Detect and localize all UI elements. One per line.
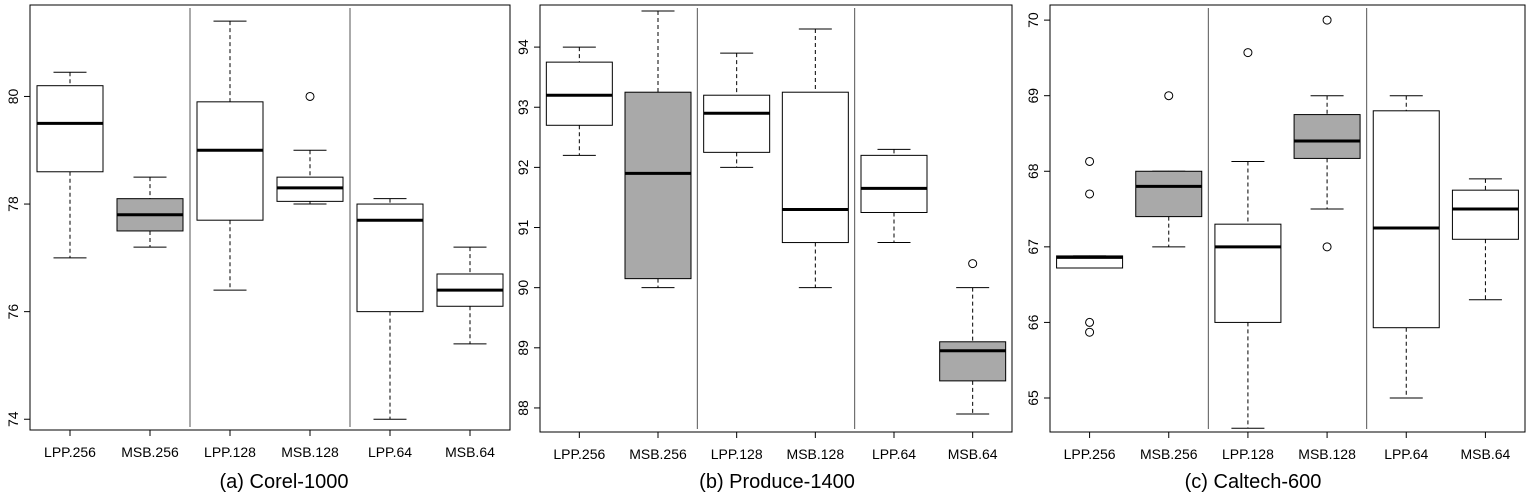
- box-iqr: [545, 61, 613, 126]
- box-iqr: [36, 85, 104, 173]
- x-tick-label: LPP.64: [368, 444, 412, 460]
- x-tick-label: MSB.128: [1298, 446, 1356, 462]
- y-tick-label: 76: [5, 304, 21, 320]
- box-lpp-256: [545, 46, 613, 156]
- y-tick-label: 80: [5, 88, 21, 104]
- box-iqr: [703, 94, 771, 153]
- x-tick-label: LPP.64: [872, 446, 916, 462]
- outlier-point: [1085, 327, 1095, 337]
- x-tick-label: LPP.256: [44, 444, 96, 460]
- box-iqr: [781, 91, 849, 244]
- x-tick-label: LPP.128: [1222, 446, 1274, 462]
- box-lpp-256: [1056, 156, 1124, 337]
- outlier-point: [305, 91, 315, 101]
- plot-frame: [29, 4, 511, 431]
- box-lpp-64: [356, 198, 424, 420]
- box-iqr: [624, 91, 692, 280]
- box-iqr: [196, 101, 264, 221]
- outlier-point: [1322, 242, 1332, 252]
- y-tick-label: 92: [515, 159, 531, 175]
- box-lpp-256: [36, 71, 104, 259]
- outlier-point: [1085, 189, 1095, 199]
- box-iqr: [939, 341, 1007, 382]
- outlier-point: [1085, 317, 1095, 327]
- x-tick-label: MSB.256: [629, 446, 687, 462]
- y-tick-label: 65: [1025, 390, 1041, 406]
- y-tick-label: 70: [1025, 12, 1041, 28]
- y-tick-label: 67: [1025, 239, 1041, 255]
- panel-produce-1400: 88 89 90 91 92 93 94 LPP.256 MSB.256 LPP.128 MSB.1…: [515, 4, 1013, 493]
- x-tick-label: MSB.64: [1461, 446, 1511, 462]
- box-msb-64: [436, 246, 504, 345]
- y-tick-label: 93: [515, 99, 531, 115]
- box-iqr: [1056, 255, 1124, 269]
- panel-caption: (a) Corel-1000: [220, 471, 349, 493]
- box-msb-128: [276, 91, 344, 205]
- y-tick-label: 74: [5, 411, 21, 427]
- box-msb-256: [116, 176, 184, 248]
- box-msb-256: [624, 10, 692, 289]
- box-lpp-128: [1214, 48, 1282, 429]
- x-tick-label: MSB.64: [445, 444, 495, 460]
- x-tick-label: MSB.128: [281, 444, 339, 460]
- x-tick-label: MSB.256: [1140, 446, 1198, 462]
- box-iqr: [1135, 170, 1203, 218]
- box-msb-64: [1451, 178, 1519, 301]
- box-msb-64: [939, 259, 1007, 415]
- panel-corel-1000: 74 76 78 80 LPP.256 MSB.256 LPP.128 MSB.128 LPP.…: [5, 4, 511, 493]
- x-tick-label: LPP.256: [1064, 446, 1116, 462]
- outlier-point: [1085, 156, 1095, 166]
- box-lpp-128: [703, 52, 771, 168]
- y-tick-label: 69: [1025, 88, 1041, 104]
- y-tick-label: 91: [515, 220, 531, 236]
- panel-caltech-600: 65 66 67 68 69 70 LPP.256 MSB.256 LPP.128 MSB.128…: [1025, 4, 1526, 493]
- outlier-point: [1243, 48, 1253, 58]
- box-iqr: [1451, 189, 1519, 240]
- box-iqr: [1214, 223, 1282, 323]
- box-lpp-64: [1372, 95, 1440, 399]
- box-msb-256: [1135, 91, 1203, 248]
- y-tick-label: 78: [5, 196, 21, 212]
- outlier-point: [1322, 15, 1332, 25]
- y-tick-label: 68: [1025, 163, 1041, 179]
- y-tick-label: 88: [515, 400, 531, 416]
- outlier-point: [968, 259, 978, 269]
- box-lpp-64: [860, 148, 928, 244]
- y-tick-label: 94: [515, 39, 531, 55]
- x-tick-label: LPP.128: [711, 446, 763, 462]
- box-msb-128: [781, 28, 849, 289]
- x-tick-label: LPP.128: [204, 444, 256, 460]
- box-iqr: [1372, 110, 1440, 329]
- y-tick-label: 90: [515, 280, 531, 296]
- box-iqr: [356, 203, 424, 313]
- box-iqr: [860, 154, 928, 213]
- panel-caption: (b) Produce-1400: [699, 471, 855, 493]
- x-tick-label: MSB.128: [787, 446, 845, 462]
- panel-caption: (c) Caltech-600: [1185, 471, 1322, 493]
- outlier-point: [1164, 91, 1174, 101]
- x-tick-label: MSB.256: [121, 444, 179, 460]
- x-tick-label: MSB.64: [948, 446, 998, 462]
- box-lpp-128: [196, 20, 264, 291]
- box-iqr: [1293, 114, 1361, 159]
- x-tick-label: LPP.256: [553, 446, 605, 462]
- y-tick-label: 66: [1025, 314, 1041, 330]
- x-tick-label: LPP.64: [1384, 446, 1428, 462]
- box-msb-128: [1293, 15, 1361, 252]
- y-tick-label: 89: [515, 340, 531, 356]
